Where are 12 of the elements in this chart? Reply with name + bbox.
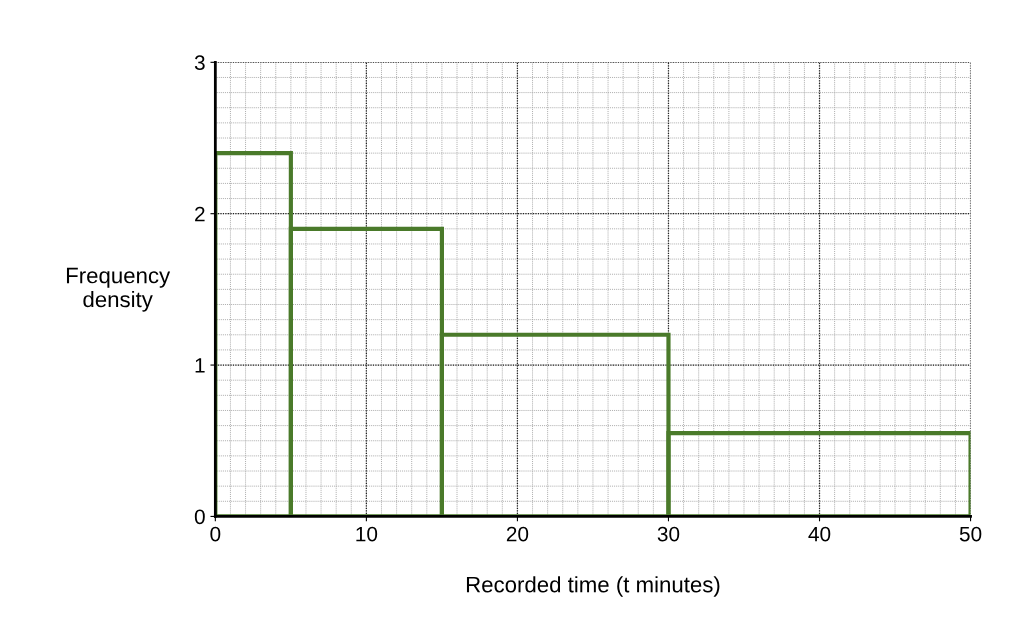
x-tick-label: 0 — [210, 526, 221, 542]
y-tick-label: 3 — [194, 55, 205, 71]
y-tick-label: 2 — [195, 206, 205, 222]
x-tick-label: 50 — [959, 526, 982, 542]
y-tick-label: 0 — [194, 509, 205, 525]
x-axis-title: Recorded time (t minutes) — [466, 576, 720, 597]
y-axis-title: Frequency density — [66, 267, 171, 312]
x-tick-label: 20 — [506, 526, 529, 542]
x-tick-label: 10 — [356, 526, 378, 542]
x-tick-label: 40 — [808, 526, 831, 542]
y-tick-label: 1 — [195, 358, 205, 373]
x-tick-label: 30 — [657, 526, 680, 542]
